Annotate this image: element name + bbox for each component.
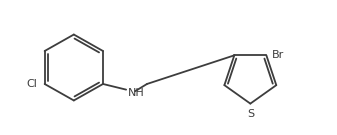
Text: Cl: Cl <box>27 79 37 89</box>
Text: S: S <box>247 109 254 119</box>
Text: Br: Br <box>272 50 284 60</box>
Text: NH: NH <box>128 88 145 98</box>
